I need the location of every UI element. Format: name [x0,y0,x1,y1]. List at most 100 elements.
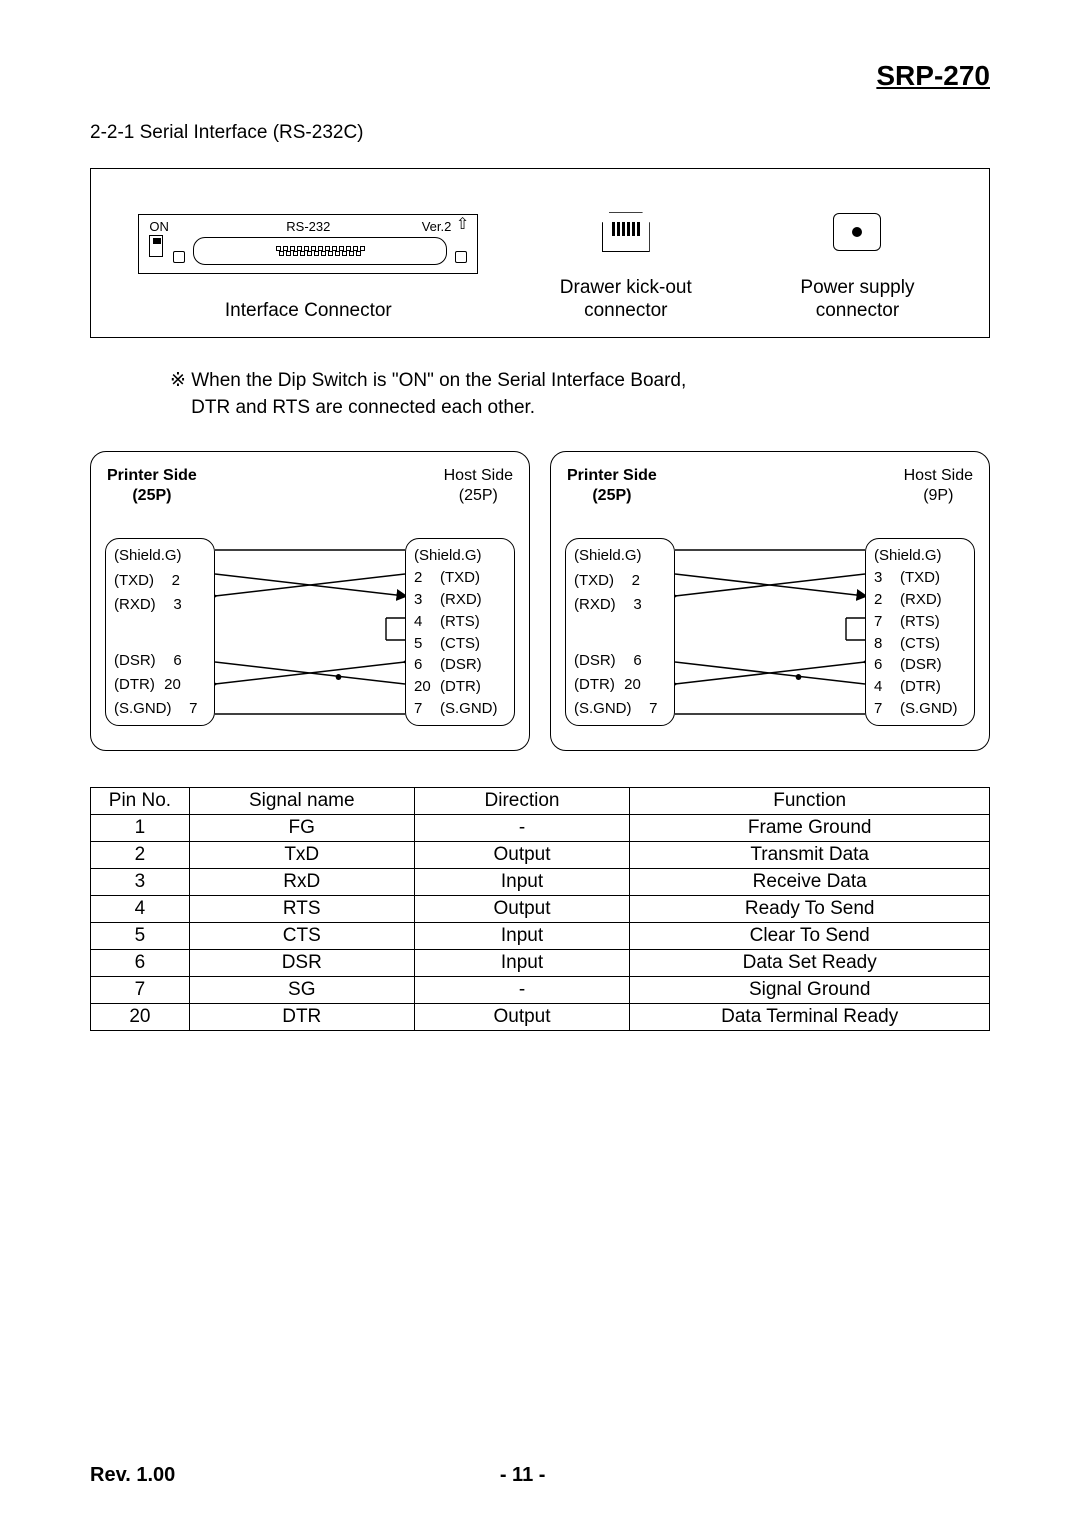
section-title: 2-2-1 Serial Interface (RS-232C) [90,122,990,144]
w2-wires [675,538,865,726]
table-cell: 5 [91,923,190,950]
th-func: Function [630,788,990,815]
w2-l2n: 3 [624,596,642,613]
w2-printer-title: Printer Side [567,467,657,484]
w1-r1: (TXD) [440,569,480,586]
w1-printer-sub: (25P) [132,487,171,504]
table-cell: 3 [91,869,190,896]
table-row: 6DSRInputData Set Ready [91,950,990,977]
w2-r2: (RXD) [900,591,942,608]
w1-left-box: (Shield.G) (TXD)2 (RXD)3 (DSR)6 (DTR)20 … [105,538,215,726]
table-cell: TxD [189,842,414,869]
connectors-panel: ON RS-232 Ver.2 ⇧ Interface Connector [90,168,990,338]
w1-l2: (RXD) [114,596,156,613]
th-pinno: Pin No. [91,788,190,815]
w2-r1: (TXD) [900,569,940,586]
table-cell: Signal Ground [630,977,990,1004]
note-line-1: ※ When the Dip Switch is "ON" on the Ser… [170,370,686,391]
table-cell: Receive Data [630,869,990,896]
table-header-row: Pin No. Signal name Direction Function [91,788,990,815]
table-row: 4RTSOutputReady To Send [91,896,990,923]
w2-left-box: (Shield.G) (TXD)2 (RXD)3 (DSR)6 (DTR)20 … [565,538,675,726]
w1-l5: (S.GND) [114,700,172,717]
w1-printer-title: Printer Side [107,467,197,484]
w1-l1: (TXD) [114,572,154,589]
wiring-25p-9p: Printer Side (25P) Host Side (9P) (Shield.… [550,451,990,751]
table-cell: 7 [91,977,190,1004]
table-cell: 4 [91,896,190,923]
w1-r3: (RTS) [440,613,480,630]
w1-l4n: 20 [163,676,181,693]
hex-screw-right-icon [455,251,467,263]
table-cell: Output [414,896,630,923]
table-cell: Ready To Send [630,896,990,923]
table-cell: Clear To Send [630,923,990,950]
th-dir: Direction [414,788,630,815]
w1-l3: (DSR) [114,652,156,669]
table-cell: Input [414,869,630,896]
table-cell: 6 [91,950,190,977]
th-signal: Signal name [189,788,414,815]
w2-r3: (RTS) [900,613,940,630]
w2-r2n: 2 [874,591,892,608]
w1-r3n: 4 [414,613,432,630]
drawer-label-2: connector [584,300,667,321]
w2-printer-sub: (25P) [592,487,631,504]
w1-r2n: 3 [414,591,432,608]
table-cell: 1 [91,815,190,842]
table-cell: Output [414,842,630,869]
w1-r6n: 20 [414,678,432,695]
w1-r0: (Shield.G) [414,547,482,564]
proto-label: RS-232 [286,219,330,234]
w2-r0: (Shield.G) [874,547,942,564]
w2-l0: (Shield.G) [574,547,642,564]
w2-l5n: 7 [640,700,658,717]
table-cell: Frame Ground [630,815,990,842]
table-cell: - [414,977,630,1004]
w1-wires [215,538,405,726]
w1-host-sub: (25P) [459,487,498,504]
table-cell: RxD [189,869,414,896]
table-cell: CTS [189,923,414,950]
ver-label: Ver.2 [422,219,452,234]
dip-on-label: ON [149,219,169,234]
page-footer: Rev. 1.00 - 11 - [90,1464,990,1487]
power-label-1: Power supply [800,277,914,298]
table-cell: 20 [91,1004,190,1031]
power-label-2: connector [816,300,899,321]
footer-page: - 11 - [500,1464,546,1487]
dip-switch-note: ※ When the Dip Switch is "ON" on the Ser… [170,368,990,421]
w1-r7n: 7 [414,700,432,717]
w2-l5: (S.GND) [574,700,632,717]
w2-r6: (DTR) [900,678,941,695]
table-cell: - [414,815,630,842]
note-line-2: DTR and RTS are connected each other. [191,397,535,418]
w1-r5: (DSR) [440,656,482,673]
w1-l2n: 3 [164,596,182,613]
table-row: 1FG-Frame Ground [91,815,990,842]
w1-host-title: Host Side [444,467,513,484]
w2-l3: (DSR) [574,652,616,669]
w1-l1n: 2 [162,572,180,589]
table-cell: Output [414,1004,630,1031]
w2-r7: (S.GND) [900,700,958,717]
interface-connector-diagram: ON RS-232 Ver.2 ⇧ [138,214,478,274]
w2-host-title: Host Side [904,467,973,484]
rj-connector-icon [602,212,650,252]
w2-host-sub: (9P) [923,487,953,504]
interface-connector-label: Interface Connector [225,300,392,323]
wiring-25p-25p: Printer Side (25P) Host Side (25P) (Shield… [90,451,530,751]
power-connector-icon [833,213,881,251]
w1-l3n: 6 [164,652,182,669]
w2-r4n: 8 [874,635,892,652]
table-cell: Transmit Data [630,842,990,869]
db25-connector-icon [193,237,447,265]
table-cell: 2 [91,842,190,869]
w2-l1n: 2 [622,572,640,589]
w2-r6n: 4 [874,678,892,695]
drawer-label-1: Drawer kick-out [560,277,692,298]
table-cell: Data Set Ready [630,950,990,977]
w1-r1n: 2 [414,569,432,586]
w1-r6: (DTR) [440,678,481,695]
w1-right-box: (Shield.G) 2(TXD) 3(RXD) 4(RTS) 5(CTS) 6… [405,538,515,726]
